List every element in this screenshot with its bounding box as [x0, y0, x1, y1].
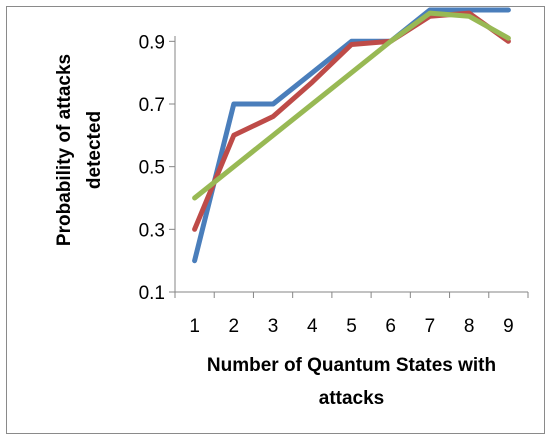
- x-tick-label: 2: [229, 316, 240, 337]
- x-tick-label: 3: [268, 316, 279, 337]
- y-axis-title-line-2: detected: [84, 111, 105, 189]
- x-tick-label: 6: [385, 316, 396, 337]
- x-tick-label: 4: [307, 316, 318, 337]
- y-tick-label: 0.3: [139, 220, 165, 241]
- series-group: [192, 7, 511, 264]
- series-line-3: [192, 10, 511, 201]
- axis-titles: Number of Quantum States with attacks Prob…: [54, 54, 496, 409]
- x-tick-label: 9: [503, 316, 514, 337]
- x-tick-label: 1: [189, 316, 200, 337]
- y-tick-label: 0.1: [139, 283, 165, 304]
- tick-labels: 0.1 0.3 0.5 0.7 0.9 1 2 3 4 5 6 7 8 9: [139, 32, 514, 337]
- y-tick-label: 0.5: [139, 158, 165, 179]
- series-line-1: [192, 7, 511, 264]
- x-axis-title-line-1: Number of Quantum States with: [207, 355, 496, 376]
- x-tick-label: 8: [464, 316, 475, 337]
- chart-frame: [6, 6, 545, 434]
- series-line-2: [192, 10, 511, 232]
- axes: [169, 36, 529, 298]
- x-tick-label: 7: [425, 316, 436, 337]
- x-axis-title-line-2: attacks: [319, 388, 385, 409]
- x-tick-label: 5: [346, 316, 357, 337]
- y-tick-label: 0.7: [139, 95, 165, 116]
- y-axis-title-line-1: Probability of attacks: [54, 54, 75, 246]
- y-tick-label: 0.9: [139, 32, 165, 53]
